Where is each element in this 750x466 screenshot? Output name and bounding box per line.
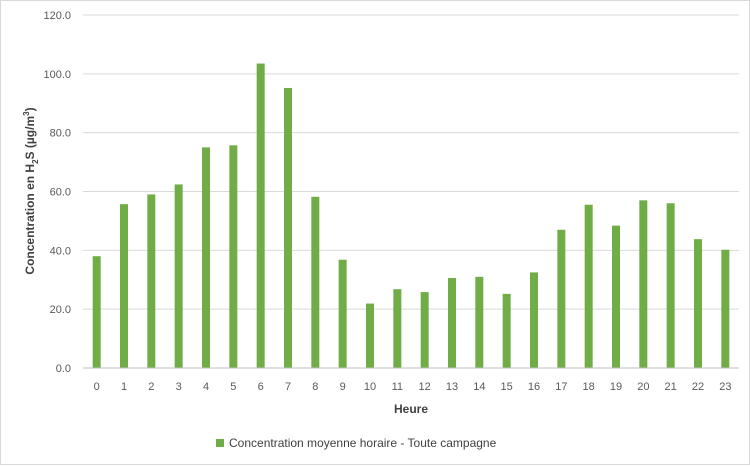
x-tick-label: 22 <box>692 381 704 393</box>
bar-hour-12 <box>420 292 429 368</box>
bar-hour-0 <box>92 256 101 368</box>
x-tick-label: 7 <box>285 381 291 393</box>
y-tick-label: 80.0 <box>50 128 71 140</box>
x-axis-ticks: 0 1 2 3 4 5 6 7 8 9 10 11 12 13 14 15 16 17 18 19 20 21 22 23 <box>94 381 732 393</box>
bar-hour-17 <box>557 229 566 368</box>
y-tick-label: 120.0 <box>43 10 71 22</box>
bar-hour-18 <box>584 204 593 368</box>
x-tick-label: 10 <box>364 381 376 393</box>
x-tick-label: 15 <box>501 381 513 393</box>
bar-hour-21 <box>666 203 675 368</box>
x-tick-label: 9 <box>340 381 346 393</box>
bar-hour-22 <box>694 239 702 368</box>
bar-hour-5 <box>229 145 238 368</box>
x-tick-label: 8 <box>312 381 318 393</box>
x-axis-title: Heure <box>394 402 428 416</box>
y-tick-label: 60.0 <box>50 187 71 199</box>
x-tick-label: 17 <box>555 381 567 393</box>
gridlines <box>83 14 739 310</box>
x-tick-label: 3 <box>176 381 182 393</box>
x-tick-label: 1 <box>121 381 127 393</box>
bar-hour-2 <box>147 194 156 368</box>
x-tick-label: 16 <box>528 381 540 393</box>
y-tick-label: 40.0 <box>50 245 71 257</box>
bar-hour-20 <box>639 200 648 368</box>
bar-hour-14 <box>475 276 484 368</box>
y-axis-ticks: 0.0 20.0 40.0 60.0 80.0 100.0 120.0 <box>43 10 71 375</box>
x-tick-label: 23 <box>719 381 731 393</box>
x-tick-label: 14 <box>473 381 485 393</box>
x-tick-label: 2 <box>148 381 154 393</box>
y-axis-title: Concentration en H2S (µg/m3) <box>22 107 40 274</box>
y-tick-label: 20.0 <box>50 304 71 316</box>
x-tick-label: 21 <box>665 381 677 393</box>
bars <box>92 63 730 368</box>
x-tick-label: 11 <box>392 381 403 393</box>
legend: Concentration moyenne horaire - Toute ca… <box>216 436 497 450</box>
bar-hour-4 <box>202 147 210 368</box>
y-tick-label: 0.0 <box>56 363 71 375</box>
y-tick-label: 100.0 <box>43 69 71 81</box>
bar-hour-9 <box>338 259 347 368</box>
bar-hour-19 <box>612 225 620 368</box>
bar-hour-13 <box>448 277 456 368</box>
bar-hour-1 <box>120 204 128 368</box>
x-tick-label: 5 <box>230 381 236 393</box>
x-tick-label: 0 <box>94 381 100 393</box>
x-tick-label: 19 <box>610 381 622 393</box>
bar-hour-15 <box>502 293 511 368</box>
bar-hour-23 <box>721 249 730 368</box>
x-tick-label: 4 <box>203 381 209 393</box>
bar-hour-16 <box>530 272 538 368</box>
x-tick-label: 20 <box>637 381 649 393</box>
legend-swatch <box>216 439 224 447</box>
x-tick-label: 13 <box>446 381 458 393</box>
bar-hour-10 <box>366 303 374 368</box>
bar-hour-6 <box>256 63 265 368</box>
legend-label: Concentration moyenne horaire - Toute ca… <box>229 436 497 450</box>
bar-hour-8 <box>311 196 320 368</box>
bar-hour-11 <box>393 289 402 368</box>
bar-hour-7 <box>284 87 292 368</box>
x-tick-label: 12 <box>419 381 431 393</box>
x-tick-label: 18 <box>583 381 595 393</box>
bar-hour-3 <box>174 184 183 368</box>
x-tick-label: 6 <box>258 381 264 393</box>
